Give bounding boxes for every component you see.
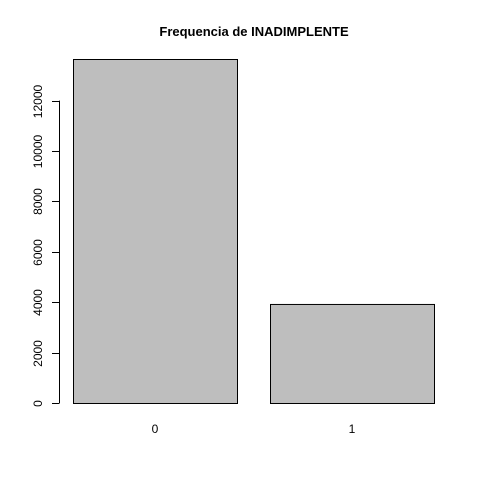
bar-0 <box>73 59 238 404</box>
chart-title: Frequencia de INADIMPLENTE <box>159 24 349 39</box>
y-tick-label: 2000 <box>31 340 45 367</box>
bar-1 <box>270 303 435 405</box>
y-tick-label: 8000 <box>31 188 45 215</box>
y-tick-label: 0 <box>31 400 45 407</box>
y-axis: 0 2000 4000 6000 8000 10000 12000 <box>31 84 60 407</box>
y-tick-label: 4000 <box>31 289 45 316</box>
x-tick-label-1: 1 <box>349 422 356 436</box>
y-tick-label: 10000 <box>31 134 45 168</box>
x-tick-label-0: 0 <box>152 422 159 436</box>
bars-layer <box>73 59 435 405</box>
y-tick-label: 6000 <box>31 239 45 266</box>
y-tick-label: 12000 <box>31 84 45 118</box>
